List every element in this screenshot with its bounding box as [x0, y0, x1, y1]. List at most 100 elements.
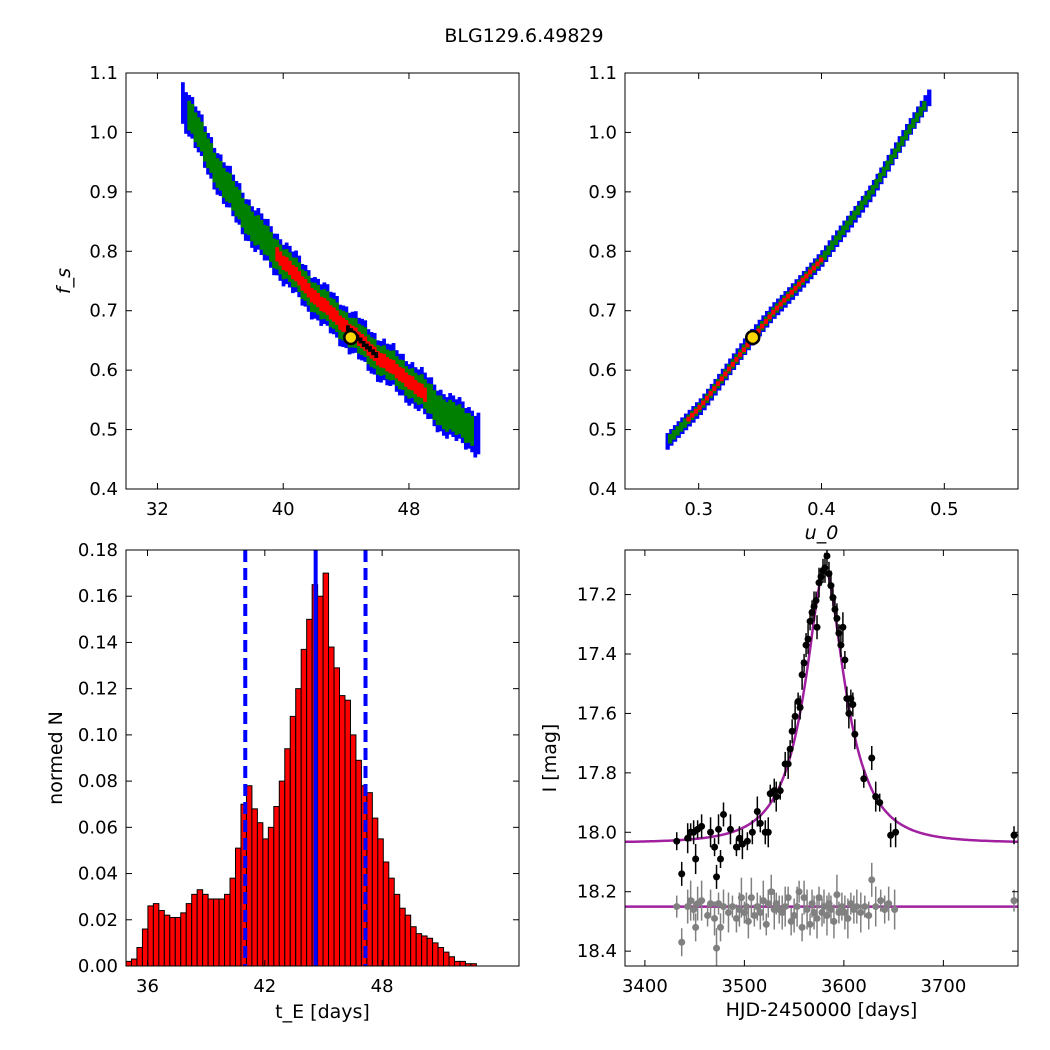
y-tick-label: 17.6 — [577, 703, 617, 724]
region-2sigma — [441, 399, 446, 430]
data-point — [732, 843, 740, 851]
hist-bar — [234, 847, 242, 967]
region-1sigma — [303, 279, 308, 294]
region-1sigma — [730, 361, 735, 367]
data-point — [786, 745, 794, 753]
region-1sigma — [756, 328, 761, 334]
y-tick-label: 18.2 — [577, 882, 617, 903]
region-core — [361, 341, 366, 347]
hist-bar — [213, 898, 220, 967]
hist-bar — [174, 916, 182, 967]
residual-point — [787, 917, 795, 925]
x-tick-label: 48 — [371, 976, 394, 997]
region-1sigma — [394, 364, 399, 379]
residual-point — [841, 909, 849, 917]
region-2sigma — [892, 148, 898, 158]
region-2sigma — [206, 138, 210, 169]
hist-bar — [366, 792, 373, 967]
region-1sigma — [708, 390, 713, 396]
x-tick-label: 3600 — [821, 976, 867, 997]
y-axis-label: normed N — [45, 711, 67, 805]
panel-fs-vs-u0: 0.3 0.4 0.5 0.4 0.5 0.6 0.7 0.8 0.9 1.0 1.1 u_0 — [588, 63, 1019, 544]
y-tick-label: 0.02 — [78, 910, 118, 931]
hist-bar — [415, 933, 423, 967]
data-point — [868, 754, 876, 762]
region-1sigma — [404, 372, 408, 387]
region-1sigma — [701, 400, 706, 406]
x-axis-label: HJD-2450000 [days] — [726, 999, 918, 1021]
region-1sigma — [423, 387, 427, 402]
region-2sigma — [874, 178, 879, 189]
residual-point — [844, 914, 852, 922]
region-2sigma — [889, 154, 894, 164]
y-tick-label: 1.0 — [89, 122, 118, 143]
x-tick-label: 36 — [136, 976, 159, 997]
y-tick-label: 0.4 — [588, 479, 617, 500]
hist-bar — [355, 759, 362, 967]
hist-bar — [300, 648, 308, 967]
region-2sigma — [240, 197, 245, 228]
region-1sigma — [796, 281, 802, 287]
data-point — [791, 712, 799, 720]
data-point — [743, 837, 751, 845]
region-1sigma — [741, 347, 746, 353]
hist-bar — [163, 914, 171, 967]
region-2sigma — [234, 186, 239, 217]
hist-bar — [196, 889, 204, 967]
region-1sigma — [771, 309, 776, 315]
region-1sigma — [328, 305, 333, 320]
data-point — [800, 659, 808, 667]
y-tick-label: 1.0 — [588, 122, 617, 143]
region-2sigma — [438, 395, 443, 426]
hist-bar — [218, 898, 226, 967]
residual-point — [732, 914, 740, 922]
residual-point — [753, 903, 761, 911]
region-core — [358, 337, 363, 344]
region-2sigma — [262, 224, 267, 255]
region-3sigma — [184, 92, 188, 134]
data-point — [772, 793, 780, 801]
residual-point — [868, 876, 876, 884]
hist-bar — [169, 916, 176, 967]
hist-bar — [443, 951, 450, 967]
y-tick-label: 0.8 — [89, 241, 118, 262]
y-tick-label: 18.0 — [577, 822, 617, 843]
residual-point — [881, 906, 889, 914]
data-point — [821, 564, 829, 572]
data-point — [715, 825, 723, 833]
residual-point — [833, 891, 841, 899]
hist-bar — [278, 780, 286, 967]
region-2sigma — [190, 103, 195, 134]
region-2sigma — [272, 238, 276, 269]
region-2sigma — [866, 190, 872, 200]
y-tick-label: 0.7 — [89, 301, 118, 322]
region-2sigma — [822, 250, 828, 261]
y-tick-label: 1.1 — [89, 63, 118, 84]
region-2sigma — [429, 384, 434, 414]
data-point — [851, 730, 859, 738]
residual-point — [815, 894, 823, 902]
region-1sigma — [306, 283, 311, 298]
x-tick-label: 3500 — [721, 976, 767, 997]
y-tick-label: 0.9 — [89, 182, 118, 203]
hist-bar — [158, 910, 165, 967]
data-point — [684, 834, 692, 842]
region-2sigma — [212, 152, 217, 183]
hist-bar — [267, 826, 275, 967]
residual-point — [750, 911, 758, 919]
hist-bar — [371, 817, 379, 967]
data-point — [719, 810, 727, 818]
region-2sigma — [225, 171, 229, 202]
region-1sigma — [300, 276, 305, 291]
region-1sigma — [309, 288, 314, 303]
region-1sigma — [811, 265, 816, 271]
region-2sigma — [445, 402, 449, 432]
region-2sigma — [265, 225, 270, 256]
data-point — [726, 825, 734, 833]
region-1sigma — [697, 404, 702, 410]
region-2sigma — [448, 399, 453, 430]
region-1sigma — [413, 379, 418, 395]
residual-point — [793, 903, 801, 911]
region-1sigma — [819, 257, 824, 263]
region-2sigma — [896, 142, 901, 152]
